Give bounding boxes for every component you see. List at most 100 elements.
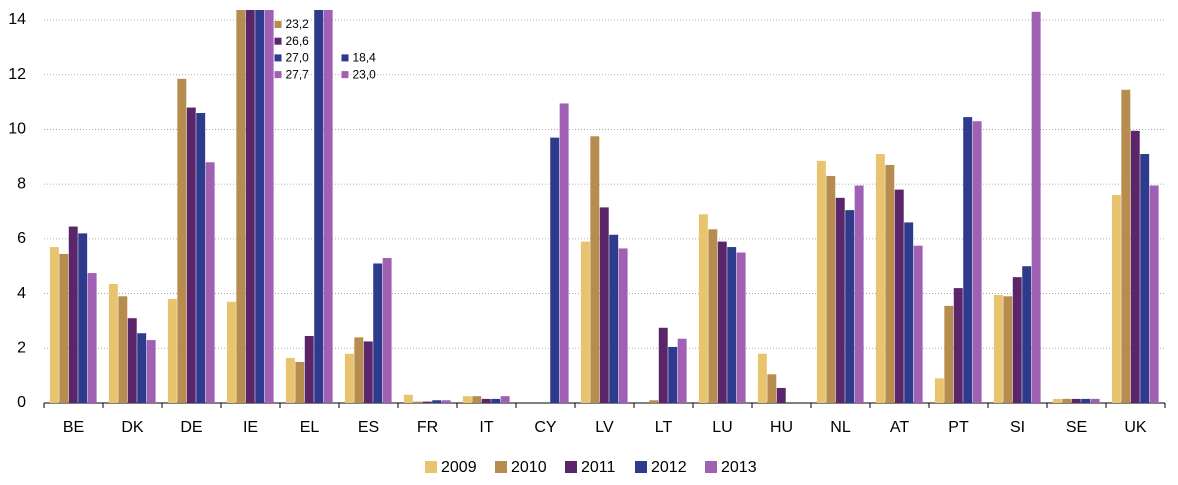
bar — [826, 175, 836, 403]
bar — [177, 78, 187, 403]
x-tick-label: LU — [712, 419, 732, 436]
bar — [344, 353, 354, 403]
x-tick-label: IE — [243, 419, 258, 436]
bar — [1031, 11, 1041, 403]
bar — [953, 288, 963, 403]
bar — [285, 357, 295, 403]
legend-swatch — [565, 461, 577, 473]
bar — [205, 162, 215, 403]
bar — [658, 327, 668, 403]
bar — [137, 333, 147, 403]
bar — [491, 398, 501, 403]
bar — [618, 248, 628, 403]
x-tick-label: EL — [300, 419, 320, 436]
legend-label: 2013 — [721, 459, 757, 476]
bar — [885, 164, 895, 403]
value-label: 27,7 — [286, 67, 310, 81]
bar — [609, 234, 619, 403]
bar — [1003, 296, 1013, 403]
value-label-key — [274, 21, 282, 28]
bar — [500, 396, 510, 403]
bar — [963, 117, 973, 403]
bar — [1111, 195, 1121, 403]
bar — [894, 189, 904, 403]
value-label: 26,6 — [286, 34, 310, 48]
bar — [649, 400, 659, 403]
bar — [127, 318, 137, 403]
bar — [668, 346, 678, 403]
bar — [49, 247, 59, 403]
bar — [236, 10, 246, 403]
x-tick-label: SE — [1066, 419, 1087, 436]
x-tick-label: SI — [1010, 419, 1025, 436]
bar — [304, 335, 314, 403]
bar — [1081, 398, 1091, 403]
y-tick-label: 6 — [17, 230, 26, 247]
x-tick-label: LT — [655, 419, 673, 436]
legend-swatch — [425, 461, 437, 473]
bar — [59, 253, 69, 403]
bar — [1130, 130, 1140, 403]
bar — [559, 103, 569, 403]
value-label-key — [341, 71, 349, 79]
y-tick-label: 4 — [17, 285, 26, 302]
bar — [698, 214, 708, 403]
x-tick-label: AT — [890, 419, 909, 436]
y-tick-label: 10 — [8, 121, 26, 138]
x-tick-label: BE — [63, 419, 84, 436]
bar — [462, 396, 472, 403]
legend-swatch — [705, 461, 717, 473]
x-tick-label: NL — [830, 419, 851, 436]
bar — [108, 283, 118, 403]
bar — [993, 294, 1003, 403]
bar — [1071, 398, 1081, 403]
bar — [1012, 277, 1022, 403]
legend-label: 2009 — [441, 459, 477, 476]
bar — [295, 361, 305, 403]
bar — [1149, 185, 1159, 403]
bars — [49, 10, 1159, 403]
value-label-key — [274, 71, 282, 79]
bar — [186, 107, 196, 403]
x-tick-label: DK — [121, 419, 144, 436]
x-tick-label: PT — [948, 419, 969, 436]
bar — [226, 301, 236, 403]
bar — [264, 10, 274, 403]
bar — [767, 374, 777, 403]
bar — [432, 400, 442, 403]
value-label-key — [341, 54, 349, 62]
bar — [708, 229, 718, 403]
bar — [354, 337, 364, 403]
bar — [1052, 398, 1062, 403]
value-label: 23,0 — [353, 67, 377, 81]
bar — [373, 263, 383, 403]
bar — [481, 398, 491, 403]
bar — [944, 305, 954, 403]
bar — [835, 197, 845, 403]
value-label: 18,4 — [353, 51, 377, 65]
bar — [255, 10, 265, 403]
bar — [727, 247, 737, 403]
bar — [314, 10, 324, 403]
bar — [736, 252, 746, 403]
bar — [196, 113, 206, 403]
bar — [590, 136, 600, 403]
x-tick-label: LV — [595, 419, 614, 436]
bar — [904, 222, 914, 403]
bar — [245, 10, 255, 403]
bar — [717, 241, 727, 403]
value-label: 27,0 — [286, 51, 310, 65]
y-tick-label: 8 — [17, 175, 26, 192]
legend-label: 2012 — [651, 459, 687, 476]
legend-swatch — [635, 461, 647, 473]
bar — [167, 299, 177, 403]
x-tick-label: ES — [358, 419, 379, 436]
legend-label: 2010 — [511, 459, 547, 476]
bar — [845, 210, 855, 403]
value-label-key — [274, 37, 282, 45]
bar — [776, 387, 786, 403]
bar — [677, 338, 687, 403]
value-label-key — [274, 54, 282, 62]
bar — [550, 137, 560, 403]
